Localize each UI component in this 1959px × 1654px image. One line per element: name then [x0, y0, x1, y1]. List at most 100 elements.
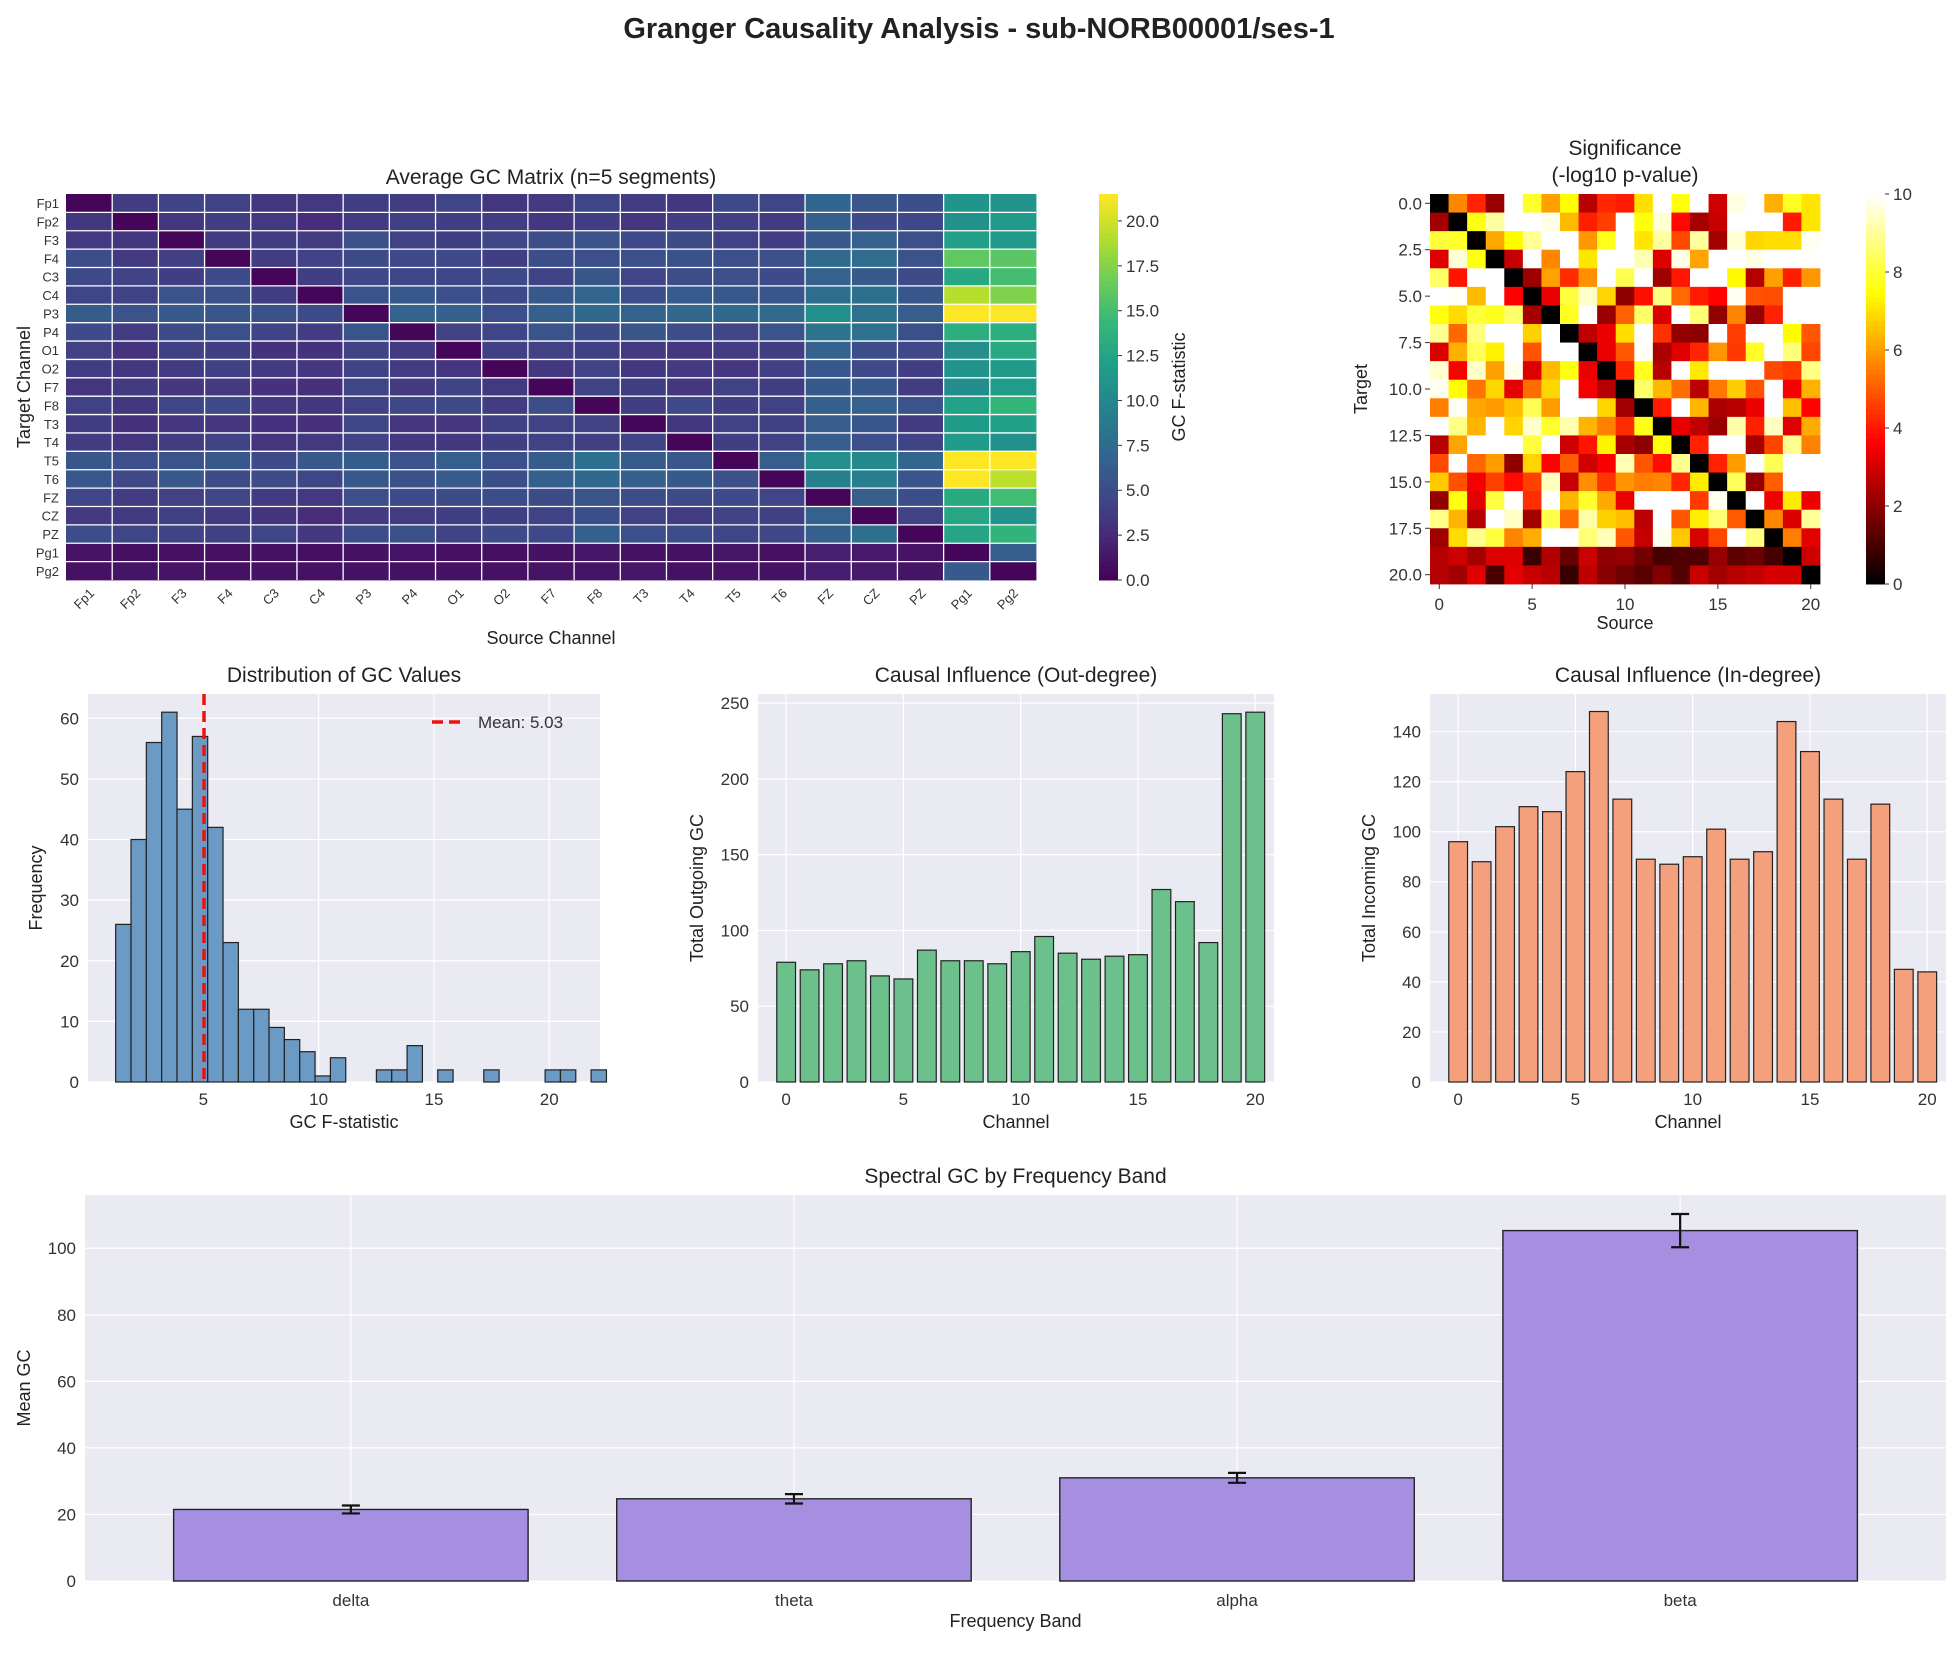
gc-matrix-cell	[574, 506, 621, 526]
significance-cell	[1467, 454, 1487, 473]
significance-cell	[1485, 454, 1505, 473]
spectral-ytick-label: 60	[57, 1372, 76, 1391]
significance-cell	[1560, 491, 1579, 511]
significance-cell	[1782, 305, 1802, 325]
significance-colorbar-segment	[1866, 325, 1885, 331]
gc-colorbar-segment	[1099, 300, 1118, 306]
significance-cell	[1467, 509, 1487, 529]
in-degree-ytick-label: 0	[1412, 1073, 1421, 1092]
histogram-bar	[283, 1038, 301, 1083]
gc-matrix-cell	[158, 561, 205, 581]
in-degree-bar	[1612, 798, 1633, 1083]
significance-cell	[1522, 435, 1542, 455]
significance-cell	[1634, 231, 1654, 251]
significance-cell	[1671, 286, 1691, 306]
significance-cell	[1690, 398, 1709, 418]
significance-cell	[1504, 231, 1524, 251]
significance-colorbar-segment	[1866, 228, 1885, 234]
gc-matrix-cell	[805, 212, 852, 232]
histogram-xtick-label: 20	[540, 1090, 559, 1109]
significance-cell	[1708, 361, 1728, 381]
out-degree-xtick-label: 5	[899, 1090, 908, 1109]
gc-matrix-cell	[574, 414, 621, 434]
gc-matrix-cell	[712, 322, 760, 342]
gc-matrix-cell	[527, 396, 575, 415]
gc-matrix-cell	[620, 543, 667, 563]
gc-matrix-cell	[66, 267, 113, 287]
in-degree-xtick-label: 20	[1918, 1090, 1937, 1109]
spectral-ytick-label: 80	[57, 1306, 76, 1325]
gc-matrix-cell	[112, 194, 159, 213]
gc-matrix-cell	[620, 359, 667, 379]
out-degree-bar	[1034, 935, 1055, 1083]
gc-matrix-cell	[158, 396, 205, 415]
gc-colorbar-segment	[1099, 536, 1118, 542]
gc-matrix-cell	[805, 488, 852, 507]
gc-matrix-cell	[666, 377, 714, 397]
significance-cell	[1430, 565, 1449, 585]
in-degree-bar	[1588, 710, 1609, 1083]
significance-cell	[1560, 509, 1579, 529]
gc-matrix-cell	[805, 194, 852, 213]
significance-colorbar-segment	[1866, 423, 1885, 429]
gc-matrix-cell	[66, 524, 113, 544]
significance-cell	[1671, 194, 1691, 213]
gc-matrix-cell	[897, 506, 945, 526]
significance-cell	[1801, 361, 1821, 381]
gc-matrix-cell	[758, 212, 806, 232]
gc-matrix-cell	[296, 451, 344, 471]
significance-cell	[1690, 305, 1709, 325]
significance-cell	[1708, 324, 1728, 343]
out-degree-bar	[846, 960, 867, 1083]
significance-cell	[1801, 268, 1821, 288]
significance-cell	[1448, 268, 1468, 288]
gc-colorbar-segment	[1099, 411, 1118, 417]
significance-cell	[1634, 305, 1654, 325]
gc-matrix-cell	[620, 432, 667, 452]
gc-colorbar-segment	[1099, 203, 1118, 209]
significance-cell	[1485, 342, 1505, 362]
gc-matrix-xlabel: Source Channel	[486, 628, 615, 648]
significance-cell	[1801, 491, 1821, 511]
gc-colorbar-segment	[1099, 319, 1118, 325]
significance-cell	[1727, 305, 1747, 325]
significance-cell	[1801, 379, 1821, 399]
significance-cell	[1708, 305, 1728, 325]
significance-cell	[1708, 546, 1728, 566]
gc-matrix-cell	[112, 488, 159, 507]
significance-cell	[1727, 379, 1747, 399]
significance-cell	[1690, 268, 1709, 288]
gc-matrix-xtick-label: Pg1	[948, 586, 975, 613]
significance-cell	[1745, 398, 1765, 418]
histogram-bar	[329, 1057, 347, 1083]
gc-matrix-cell	[851, 451, 898, 471]
significance-cell	[1485, 268, 1505, 288]
gc-colorbar-label: GC F-statistic	[1169, 332, 1189, 441]
gc-matrix-cell	[389, 267, 436, 287]
significance-cell	[1448, 416, 1468, 436]
gc-matrix-xtick-label: P3	[353, 586, 375, 608]
significance-cell	[1690, 491, 1709, 511]
significance-colorbar-segment	[1866, 549, 1885, 556]
gc-matrix-cell	[250, 543, 298, 563]
gc-matrix-cell	[435, 249, 483, 268]
significance-colorbar-segment	[1866, 223, 1885, 229]
significance-cell	[1541, 472, 1561, 492]
significance-cell	[1634, 324, 1654, 343]
significance-cell	[1541, 546, 1561, 566]
significance-cell	[1560, 472, 1579, 492]
in-degree-ytick-label: 60	[1402, 923, 1421, 942]
significance-cell	[1541, 454, 1561, 473]
gc-colorbar-segment	[1099, 280, 1118, 287]
significance-cell	[1485, 472, 1505, 492]
significance-cell	[1504, 528, 1524, 548]
significance-cell	[1727, 398, 1747, 418]
gc-matrix-cell	[527, 212, 575, 232]
gc-matrix-cell	[943, 561, 991, 581]
significance-cell	[1634, 286, 1654, 306]
gc-colorbar-segment	[1099, 387, 1118, 393]
significance-cell	[1708, 249, 1728, 269]
in-degree-bar	[1659, 863, 1680, 1083]
significance-cell	[1764, 379, 1784, 399]
